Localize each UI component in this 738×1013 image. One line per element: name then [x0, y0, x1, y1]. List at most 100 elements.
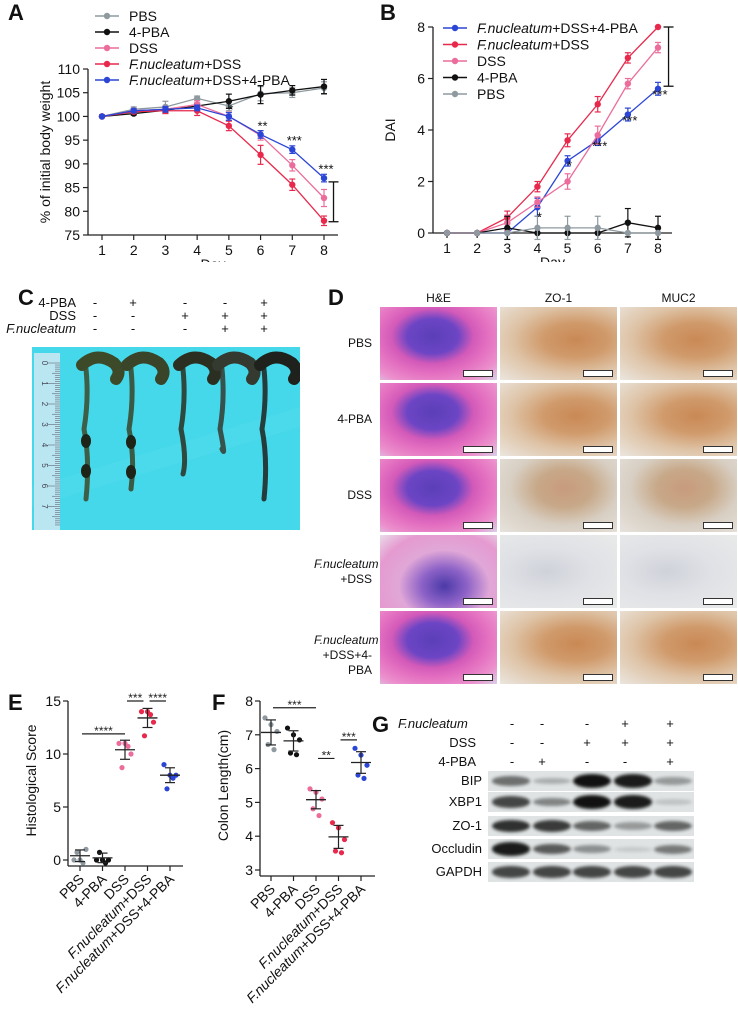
svg-text:0: 0 [53, 852, 61, 868]
svg-text:8: 8 [417, 19, 425, 35]
panel-label-a: A [8, 0, 24, 25]
panel-f-colon-length: F 3 4 5 6 7 8 Colon Length(cm) PBS 4-PBA DSS F.nuc… [210, 690, 380, 1008]
svg-text:6: 6 [417, 71, 425, 87]
protein-band [492, 819, 530, 833]
row-label: DSS [347, 487, 372, 502]
svg-text:85: 85 [64, 180, 80, 196]
condition-sign: + [583, 735, 591, 750]
colon-specimen [121, 351, 170, 492]
protein-band [613, 795, 652, 809]
blot-label: ZO-1 [452, 818, 482, 833]
svg-text:***: *** [318, 161, 333, 176]
scale-bar [703, 598, 733, 605]
protein-band [613, 822, 652, 830]
blot-row-xbp1: XBP1 [380, 792, 738, 818]
svg-text:**: ** [258, 119, 268, 134]
svg-text:***: *** [287, 133, 302, 148]
svg-text:***: *** [622, 113, 637, 128]
panel-label-b: B [380, 0, 396, 25]
svg-text:****: **** [148, 691, 167, 705]
svg-text:6: 6 [594, 240, 602, 256]
svg-text:PBS: PBS [477, 86, 505, 102]
svg-text:DSS: DSS [129, 40, 158, 56]
svg-text:5: 5 [53, 799, 61, 815]
svg-text:3: 3 [245, 862, 253, 878]
svg-text:6: 6 [245, 761, 253, 777]
panel-a-body-weight: A 75 80 85 90 95 100 105 110 1 2 3 4 5 6 7 8 Day % of ini… [0, 0, 370, 272]
scale-bar [583, 522, 613, 529]
protein-band [532, 777, 571, 785]
svg-text:8: 8 [320, 242, 328, 258]
scale-bar [583, 598, 613, 605]
blot-strip [488, 862, 694, 882]
condition-sign: + [181, 308, 189, 323]
svg-text:75: 75 [64, 227, 80, 243]
condition-sign: + [621, 716, 629, 731]
svg-text:4-PBA: 4-PBA [129, 24, 170, 40]
svg-text:F.nucleatum+DSS: F.nucleatum+DSS [129, 56, 241, 72]
svg-text:*: * [537, 209, 542, 224]
svg-text:Colon Length(cm): Colon Length(cm) [215, 730, 231, 841]
condition-sign: - [584, 716, 590, 731]
protein-band [532, 843, 571, 855]
condition-sign: - [92, 321, 98, 336]
svg-text:7: 7 [288, 242, 296, 258]
svg-text:5: 5 [564, 240, 572, 256]
micrograph-zo-1 [500, 611, 617, 684]
panel-g-western-blot: G F.nucleatum - - - + + DSS - - + + +4-PBA - + - - + BIP… [372, 690, 738, 882]
scale-bar [703, 674, 733, 681]
svg-text:4: 4 [417, 122, 425, 138]
micrograph-zo-1 [500, 459, 617, 532]
svg-text:80: 80 [64, 203, 80, 219]
condition-sign: + [260, 295, 268, 310]
condition-label: 4-PBA [438, 754, 476, 769]
svg-text:Day: Day [201, 256, 226, 262]
series-f-nucleatum-dss-4-pba [443, 81, 662, 237]
svg-text:3: 3 [162, 242, 170, 258]
series-pbs [443, 215, 662, 241]
colon-specimen [76, 351, 125, 502]
panel-label-f: F [212, 690, 226, 715]
column-label-zo-1: ZO-1 [544, 291, 573, 305]
condition-label: F.nucleatum [398, 716, 468, 731]
condition-sign: - [509, 735, 515, 750]
blot-strip [488, 771, 694, 791]
condition-sign: - [622, 754, 628, 769]
column-label-h-e: H&E [426, 291, 451, 305]
condition-row-f-nucleatum: F.nucleatum - - - + + [0, 321, 320, 336]
svg-text:100: 100 [57, 108, 81, 124]
svg-text:5: 5 [40, 463, 49, 468]
micrograph-h-e [380, 307, 497, 380]
condition-sign: - [92, 308, 98, 323]
svg-text:***: *** [128, 691, 142, 705]
micrograph-zo-1 [500, 383, 617, 456]
scale-bar [463, 446, 493, 453]
blot-row-zo-1: ZO-1 [380, 816, 738, 842]
condition-sign: + [260, 321, 268, 336]
colon-specimen [254, 351, 300, 502]
condition-sign: - [92, 295, 98, 310]
svg-text:1: 1 [40, 381, 49, 386]
micrograph-muc2 [620, 383, 737, 456]
micrograph-muc2 [620, 611, 737, 684]
condition-sign: - [222, 295, 228, 310]
protein-band [532, 820, 571, 832]
svg-text:2: 2 [473, 240, 481, 256]
panel-label-e: E [8, 690, 23, 715]
svg-text:F.nucleatum+DSS+4-PBA: F.nucleatum+DSS+4-PBA [129, 72, 290, 88]
condition-row-dss: DSS - - + + + [380, 735, 738, 751]
svg-text:4: 4 [40, 443, 49, 448]
protein-band [573, 774, 611, 788]
scale-bar [703, 370, 733, 377]
svg-text:2: 2 [417, 174, 425, 190]
condition-sign: - [182, 321, 188, 336]
condition-sign: + [538, 754, 546, 769]
colon-specimen [212, 351, 261, 454]
panel-label-c: C [18, 285, 34, 310]
colon-specimen [173, 351, 222, 477]
micrograph-zo-1 [500, 535, 617, 608]
